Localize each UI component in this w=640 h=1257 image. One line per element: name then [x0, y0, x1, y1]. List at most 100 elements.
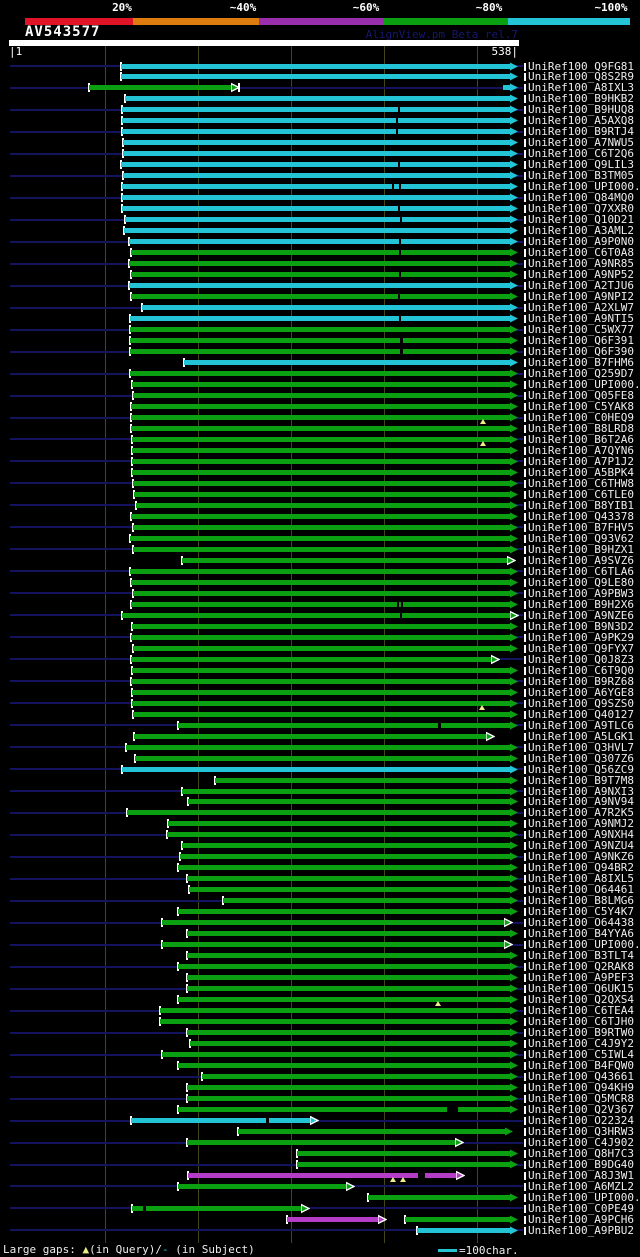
uniref-label[interactable]: UniRef100_O64461 — [528, 883, 634, 897]
uniref-label[interactable]: UniRef100_C6T0A8 — [528, 246, 634, 260]
uniref-label[interactable]: UniRef100_Q94BR2 — [528, 861, 634, 875]
uniref-label[interactable]: UniRef100_UPI000.. — [528, 1190, 640, 1204]
uniref-label[interactable]: UniRef100_C6TLE0 — [528, 487, 634, 501]
uniref-label[interactable]: UniRef100_A9NXH4 — [528, 828, 634, 842]
uniref-label[interactable]: UniRef100_Q9FG81 — [528, 59, 634, 73]
uniref-label[interactable]: UniRef100_C5WX77 — [528, 323, 634, 337]
uniref-label[interactable]: UniRef100_A9NKZ6 — [528, 850, 634, 864]
uniref-label[interactable]: UniRef100_B9HUQ8 — [528, 103, 634, 117]
uniref-label[interactable]: UniRef100_UPI000.. — [528, 180, 640, 194]
uniref-label[interactable]: UniRef100_Q6UK15 — [528, 982, 634, 996]
uniref-label[interactable]: UniRef100_A9NTI5 — [528, 312, 634, 326]
uniref-label[interactable]: UniRef100_A9SVZ6 — [528, 553, 634, 567]
uniref-label[interactable]: UniRef100_Q56ZC9 — [528, 762, 634, 776]
uniref-label[interactable]: UniRef100_A9PBU2 — [528, 1223, 634, 1237]
uniref-label[interactable]: UniRef100_C6THW8 — [528, 476, 634, 490]
uniref-label[interactable]: UniRef100_C5YAK8 — [528, 400, 634, 414]
uniref-label[interactable]: UniRef100_A7NWU5 — [528, 136, 634, 150]
uniref-label[interactable]: UniRef100_A9NXI3 — [528, 784, 634, 798]
uniref-label[interactable]: UniRef100_B9T7M8 — [528, 773, 634, 787]
uniref-label[interactable]: UniRef100_B4FQW0 — [528, 1059, 634, 1073]
uniref-label[interactable]: UniRef100_A9TLC6 — [528, 718, 634, 732]
uniref-label[interactable]: UniRef100_A9NZE6 — [528, 608, 634, 622]
uniref-label[interactable]: UniRef100_A5BPK4 — [528, 465, 634, 479]
uniref-label[interactable]: UniRef100_B9RTJ4 — [528, 125, 634, 139]
uniref-label[interactable]: UniRef100_A7QYN6 — [528, 443, 634, 457]
uniref-label[interactable]: UniRef100_B7FHM6 — [528, 356, 634, 370]
uniref-label[interactable]: UniRef100_B9H2X6 — [528, 597, 634, 611]
uniref-label[interactable]: UniRef100_Q7XXR0 — [528, 202, 634, 216]
uniref-label[interactable]: UniRef100_A9PEF3 — [528, 971, 634, 985]
uniref-label[interactable]: UniRef100_C6T2Q6 — [528, 147, 634, 161]
uniref-label[interactable]: UniRef100_Q9LIL3 — [528, 158, 634, 172]
uniref-label[interactable]: UniRef100_C4J902 — [528, 1136, 634, 1150]
uniref-label[interactable]: UniRef100_Q307Z6 — [528, 751, 634, 765]
uniref-label[interactable]: UniRef100_C5IWL4 — [528, 1048, 634, 1062]
uniref-label[interactable]: UniRef100_A7P1J2 — [528, 454, 634, 468]
uniref-label[interactable]: UniRef100_A3AML2 — [528, 224, 634, 238]
uniref-label[interactable]: UniRef100_A7R2K5 — [528, 806, 634, 820]
uniref-label[interactable]: UniRef100_A9NR85 — [528, 257, 634, 271]
uniref-label[interactable]: UniRef100_C6TLA6 — [528, 564, 634, 578]
uniref-label[interactable]: UniRef100_Q8S2R9 — [528, 70, 634, 84]
uniref-label[interactable]: UniRef100_C0HEQ9 — [528, 411, 634, 425]
uniref-label[interactable]: UniRef100_Q259D7 — [528, 367, 634, 381]
uniref-label[interactable]: UniRef100_Q93V62 — [528, 531, 634, 545]
uniref-label[interactable]: UniRef100_B9DG40 — [528, 1158, 634, 1171]
uniref-label[interactable]: UniRef100_A9PK29 — [528, 630, 634, 644]
uniref-label[interactable]: UniRef100_A5AXQ8 — [528, 114, 634, 128]
uniref-label[interactable]: UniRef100_C4J9Y2 — [528, 1037, 634, 1051]
uniref-label[interactable]: UniRef100_B9N3D2 — [528, 619, 634, 633]
uniref-label[interactable]: UniRef100_A9NMJ2 — [528, 817, 634, 831]
uniref-label[interactable]: UniRef100_B9RTW0 — [528, 1026, 634, 1040]
uniref-label[interactable]: UniRef100_B9HZX1 — [528, 542, 634, 556]
uniref-label[interactable]: UniRef100_UPI000.. — [528, 938, 640, 952]
uniref-label[interactable]: UniRef100_Q9FYX7 — [528, 641, 634, 655]
uniref-label[interactable]: UniRef100_Q94KH9 — [528, 1081, 634, 1095]
uniref-label[interactable]: UniRef100_A8IXL5 — [528, 872, 634, 886]
uniref-label[interactable]: UniRef100_B8LRD8 — [528, 422, 634, 435]
uniref-label[interactable]: UniRef100_B7FHV5 — [528, 520, 634, 534]
uniref-label[interactable]: UniRef100_C6TEA4 — [528, 1004, 634, 1018]
uniref-label[interactable]: UniRef100_Q43661 — [528, 1070, 634, 1084]
uniref-label[interactable]: UniRef100_B8YIB1 — [528, 498, 634, 512]
uniref-label[interactable]: UniRef100_A9NV94 — [528, 795, 634, 809]
uniref-label[interactable]: UniRef100_Q3HVL7 — [528, 740, 634, 754]
uniref-label[interactable]: UniRef100_A9PCH6 — [528, 1212, 634, 1226]
uniref-label[interactable]: UniRef100_O64438 — [528, 916, 634, 930]
uniref-label[interactable]: UniRef100_B8LMG6 — [528, 894, 634, 908]
uniref-label[interactable]: UniRef100_O22324 — [528, 1114, 634, 1128]
uniref-label[interactable]: UniRef100_A8IXL3 — [528, 81, 634, 95]
uniref-label[interactable]: UniRef100_Q84MQ0 — [528, 191, 634, 205]
uniref-label[interactable]: UniRef100_C6TJH0 — [528, 1015, 634, 1029]
uniref-label[interactable]: UniRef100_Q2RAK8 — [528, 960, 634, 974]
uniref-label[interactable]: UniRef100_A9NP52 — [528, 268, 634, 282]
uniref-label[interactable]: UniRef100_A5LGK1 — [528, 729, 634, 743]
uniref-label[interactable]: UniRef100_Q2V367 — [528, 1103, 634, 1117]
uniref-label[interactable]: UniRef100_Q6F391 — [528, 334, 634, 348]
uniref-label[interactable]: UniRef100_A2TJU6 — [528, 279, 634, 293]
uniref-label[interactable]: UniRef100_B3TLT4 — [528, 949, 634, 963]
uniref-label[interactable]: UniRef100_A9PBW3 — [528, 586, 634, 600]
uniref-label[interactable]: UniRef100_Q8H7C3 — [528, 1147, 634, 1160]
uniref-label[interactable]: UniRef100_Q5MCR8 — [528, 1092, 634, 1106]
uniref-label[interactable]: UniRef100_C5Y4K7 — [528, 905, 634, 919]
uniref-label[interactable]: UniRef100_Q43378 — [528, 509, 634, 523]
uniref-label[interactable]: UniRef100_C0PE49 — [528, 1201, 634, 1215]
uniref-label[interactable]: UniRef100_Q10D21 — [528, 213, 634, 227]
uniref-label[interactable]: UniRef100_B9HKB2 — [528, 92, 634, 106]
uniref-label[interactable]: UniRef100_Q40127 — [528, 707, 634, 721]
uniref-label[interactable]: UniRef100_B9RZ68 — [528, 674, 634, 688]
uniref-label[interactable]: UniRef100_Q05FE8 — [528, 389, 634, 403]
uniref-label[interactable]: UniRef100_UPI000.. — [528, 378, 640, 392]
uniref-label[interactable]: UniRef100_A6MZL2 — [528, 1179, 634, 1193]
uniref-label[interactable]: UniRef100_B6T2A6 — [528, 432, 634, 446]
uniref-label[interactable]: UniRef100_A6YGE8 — [528, 685, 634, 699]
uniref-label[interactable]: UniRef100_Q9LE80 — [528, 575, 634, 589]
uniref-label[interactable]: UniRef100_A9P0N0 — [528, 235, 634, 249]
uniref-label[interactable]: UniRef100_A8J3W1 — [528, 1168, 634, 1182]
uniref-label[interactable]: UniRef100_A9NZU4 — [528, 839, 634, 853]
uniref-label[interactable]: UniRef100_Q6F390 — [528, 345, 634, 359]
uniref-label[interactable]: UniRef100_Q3HRW3 — [528, 1125, 634, 1139]
uniref-label[interactable]: UniRef100_B3TM05 — [528, 169, 634, 183]
